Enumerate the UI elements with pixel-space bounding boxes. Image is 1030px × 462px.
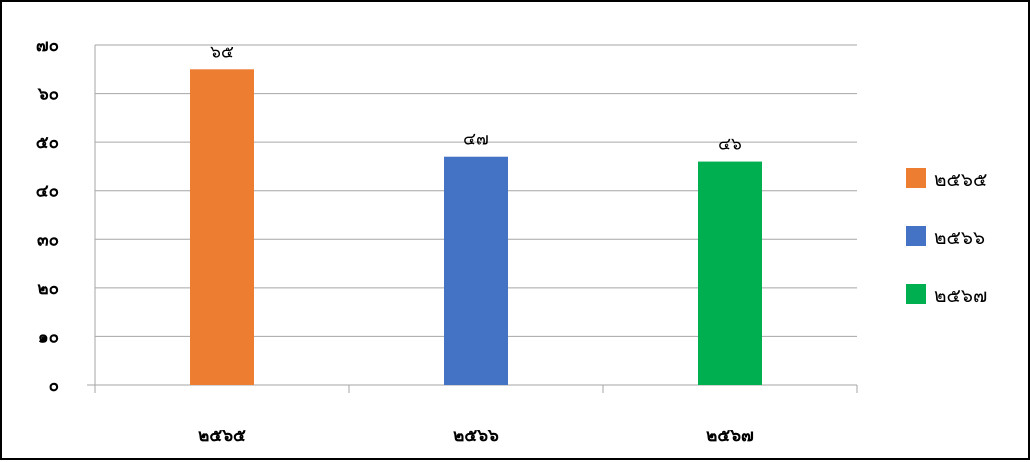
category-label: ๒๕๖๖ xyxy=(453,426,499,446)
y-tick-label: ๐ xyxy=(49,376,59,396)
legend-swatch xyxy=(906,226,926,246)
bar-1 xyxy=(190,69,254,386)
category-label: ๒๕๖๗ xyxy=(706,426,754,446)
data-label: ๔๖ xyxy=(718,135,742,155)
data-label: ๖๕ xyxy=(210,42,234,62)
y-tick-label: ๓๐ xyxy=(37,230,59,250)
y-tick-label: ๔๐ xyxy=(36,182,59,202)
legend-label: ๒๕๖๖ xyxy=(934,227,985,249)
data-label: ๔๗ xyxy=(463,130,489,150)
legend-label: ๒๕๖๕ xyxy=(934,169,987,191)
legend-swatch xyxy=(906,284,926,304)
legend-swatch xyxy=(906,168,926,188)
legend-label: ๒๕๖๗ xyxy=(934,285,987,307)
y-tick-label: ๑๐ xyxy=(38,327,59,347)
y-tick-label: ๖๐ xyxy=(37,85,59,105)
bar-3 xyxy=(698,161,762,385)
y-tick-label: ๒๐ xyxy=(37,279,59,299)
y-tick-label: ๕๐ xyxy=(36,133,59,153)
bar-2 xyxy=(444,156,508,385)
category-label: ๒๕๖๕ xyxy=(198,426,246,446)
y-tick-label: ๗๐ xyxy=(36,36,59,56)
